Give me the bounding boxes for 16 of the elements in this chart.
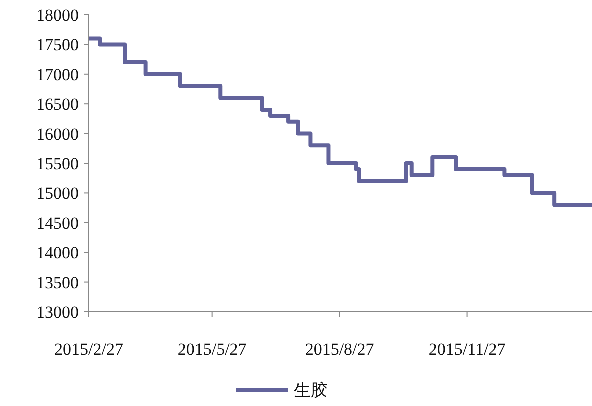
- y-tick-label: 17500: [36, 36, 79, 55]
- x-tick-label: 2015/11/27: [428, 340, 506, 359]
- x-tick-label: 2015/8/27: [305, 340, 375, 359]
- y-tick-label: 13000: [36, 303, 79, 322]
- y-tick-label: 15000: [36, 184, 79, 204]
- legend-label: 生胶: [294, 381, 328, 400]
- y-tick-label: 16000: [36, 124, 79, 144]
- y-tick-label: 16500: [36, 95, 79, 114]
- y-tick-label: 14500: [36, 214, 79, 233]
- y-tick-label: 17000: [36, 65, 79, 84]
- y-tick-label: 18000: [36, 6, 79, 25]
- y-tick-label: 14000: [36, 244, 79, 263]
- x-tick-label: 2015/2/27: [54, 340, 124, 359]
- x-tick-label: 2015/5/27: [178, 340, 248, 359]
- y-tick-label: 13500: [36, 273, 79, 292]
- y-tick-label: 15500: [36, 154, 79, 174]
